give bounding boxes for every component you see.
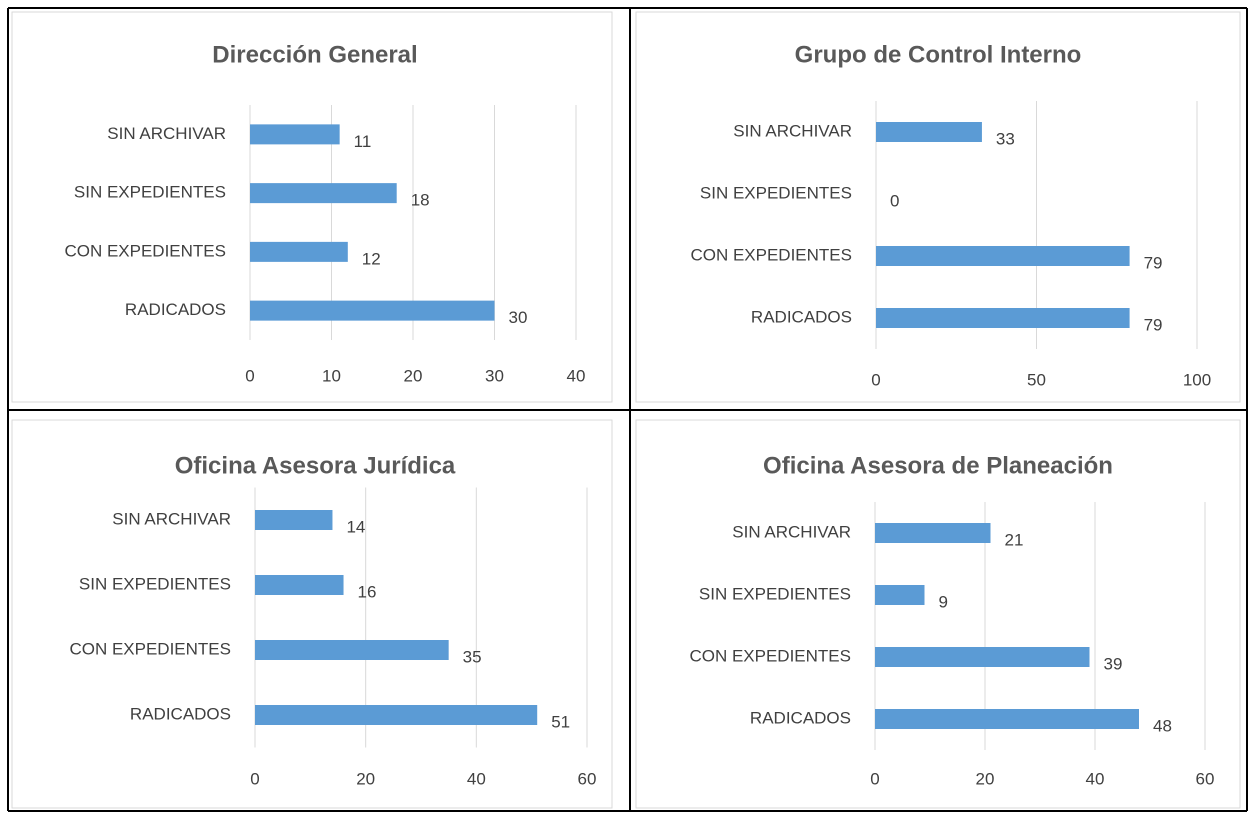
y-tick-label: SIN ARCHIVAR bbox=[732, 522, 851, 541]
data-label: 14 bbox=[346, 517, 365, 536]
y-tick-label: CON EXPEDIENTES bbox=[64, 241, 226, 260]
bar bbox=[875, 585, 925, 605]
chart-frame bbox=[11, 11, 613, 403]
x-tick-label: 0 bbox=[871, 370, 880, 389]
data-label: 39 bbox=[1104, 654, 1123, 673]
bar bbox=[250, 241, 348, 262]
x-tick-label: 20 bbox=[404, 366, 423, 385]
x-tick-label: 40 bbox=[467, 769, 486, 788]
data-label: 51 bbox=[551, 712, 570, 731]
y-tick-label: SIN EXPEDIENTES bbox=[700, 183, 852, 202]
y-tick-label: CON EXPEDIENTES bbox=[69, 639, 231, 658]
bar bbox=[876, 122, 982, 142]
bar bbox=[250, 183, 397, 204]
chart-title: Oficina Asesora Jurídica bbox=[175, 452, 456, 479]
chart-title: Grupo de Control Interno bbox=[795, 41, 1082, 68]
bar bbox=[250, 124, 340, 145]
data-label: 35 bbox=[463, 647, 482, 666]
chart-title: Oficina Asesora de Planeación bbox=[763, 452, 1113, 479]
data-label: 11 bbox=[354, 132, 372, 151]
y-tick-label: SIN EXPEDIENTES bbox=[79, 574, 231, 593]
x-tick-label: 10 bbox=[322, 366, 341, 385]
data-label: 16 bbox=[358, 582, 377, 601]
data-label: 48 bbox=[1153, 716, 1172, 735]
x-tick-label: 20 bbox=[356, 769, 375, 788]
data-label: 18 bbox=[411, 191, 430, 210]
y-tick-label: SIN ARCHIVAR bbox=[112, 509, 231, 528]
bar bbox=[255, 575, 344, 595]
bar bbox=[875, 523, 991, 543]
x-tick-label: 60 bbox=[578, 769, 597, 788]
y-tick-label: RADICADOS bbox=[130, 704, 231, 723]
x-tick-label: 100 bbox=[1183, 370, 1211, 389]
x-tick-label: 60 bbox=[1196, 769, 1215, 788]
data-label: 79 bbox=[1144, 253, 1163, 272]
x-tick-label: 0 bbox=[870, 769, 879, 788]
bar bbox=[875, 647, 1090, 667]
y-tick-label: CON EXPEDIENTES bbox=[690, 245, 852, 264]
x-tick-label: 40 bbox=[1086, 769, 1105, 788]
chart-title: Dirección General bbox=[212, 41, 417, 68]
data-label: 21 bbox=[1005, 530, 1024, 549]
table-lines bbox=[7, 7, 1248, 812]
y-tick-label: RADICADOS bbox=[751, 307, 852, 326]
bar bbox=[255, 705, 538, 725]
x-tick-label: 50 bbox=[1027, 370, 1046, 389]
bar bbox=[875, 709, 1139, 729]
x-tick-label: 0 bbox=[245, 366, 254, 385]
y-tick-label: SIN ARCHIVAR bbox=[733, 121, 852, 140]
data-label: 0 bbox=[890, 191, 899, 210]
bar bbox=[255, 640, 449, 660]
bar bbox=[876, 246, 1130, 266]
bar bbox=[250, 300, 495, 321]
chart-frame bbox=[11, 419, 613, 809]
chart-frame bbox=[635, 11, 1241, 403]
y-tick-label: RADICADOS bbox=[750, 708, 851, 727]
bar bbox=[876, 308, 1130, 328]
data-label: 79 bbox=[1144, 315, 1163, 334]
y-tick-label: SIN EXPEDIENTES bbox=[74, 183, 226, 202]
chart-frame bbox=[635, 419, 1241, 809]
y-tick-label: CON EXPEDIENTES bbox=[689, 646, 851, 665]
data-label: 9 bbox=[939, 592, 948, 611]
x-tick-label: 40 bbox=[567, 366, 586, 385]
x-tick-label: 0 bbox=[250, 769, 259, 788]
x-tick-label: 30 bbox=[485, 366, 504, 385]
data-label: 12 bbox=[362, 249, 381, 268]
data-label: 30 bbox=[509, 308, 528, 327]
x-tick-label: 20 bbox=[976, 769, 995, 788]
y-tick-label: SIN EXPEDIENTES bbox=[699, 584, 851, 603]
data-label: 33 bbox=[996, 129, 1015, 148]
bar bbox=[255, 510, 333, 530]
y-tick-label: SIN ARCHIVAR bbox=[107, 124, 226, 143]
y-tick-label: RADICADOS bbox=[125, 300, 226, 319]
